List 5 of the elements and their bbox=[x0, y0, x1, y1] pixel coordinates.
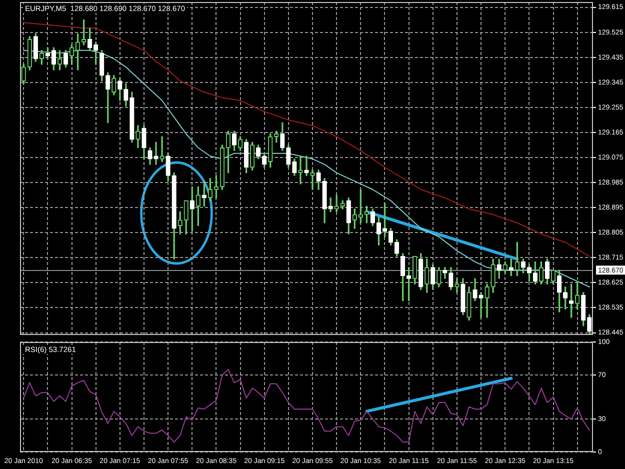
candlestick bbox=[304, 156, 309, 176]
candlestick bbox=[298, 156, 303, 184]
candlestick bbox=[478, 292, 484, 318]
candlestick bbox=[310, 170, 315, 190]
candlestick bbox=[328, 198, 333, 212]
